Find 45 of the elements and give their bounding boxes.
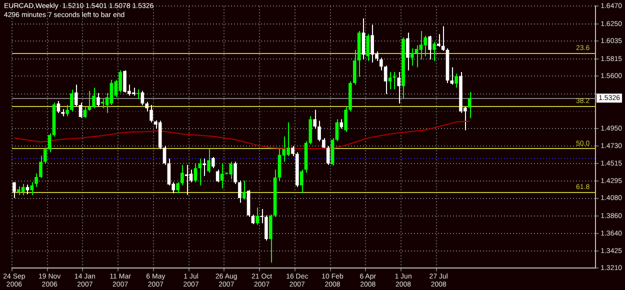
candlestick [150, 104, 153, 123]
candlestick [140, 90, 144, 106]
candlestick [450, 66, 454, 86]
candlestick [184, 164, 188, 196]
candlestick [212, 156, 215, 169]
candlestick [242, 180, 246, 200]
candlestick [207, 148, 210, 174]
candlestick [340, 118, 344, 130]
candlestick [441, 26, 445, 52]
candlestick [384, 65, 388, 95]
candlestick [194, 162, 198, 183]
candlestick [216, 169, 220, 183]
candlestick [56, 100, 60, 114]
candlestick [110, 79, 114, 106]
candlestick [96, 92, 100, 108]
candlestick [234, 161, 237, 184]
candlestick [397, 72, 401, 104]
candlestick [74, 84, 78, 108]
candlestick [366, 34, 370, 62]
candlestick [424, 35, 428, 57]
candlestick [362, 18, 366, 60]
candlestick [436, 34, 440, 48]
candlestick [136, 88, 140, 100]
candlestick [308, 116, 312, 145]
candlestick [454, 73, 458, 88]
candlestick [100, 98, 104, 109]
candlestick [12, 182, 16, 199]
candlestick [66, 104, 69, 117]
candlestick [388, 72, 392, 90]
candlestick [78, 102, 82, 118]
candlestick [70, 89, 74, 112]
candlestick [406, 32, 410, 71]
candlestick [229, 161, 233, 180]
candlestick [392, 72, 396, 90]
candlestick [202, 158, 206, 176]
candlestick [256, 207, 260, 226]
candlestick [198, 158, 202, 186]
candlestick [468, 92, 472, 119]
candlestick [238, 180, 242, 204]
candlestick [410, 48, 414, 66]
candlestick [21, 183, 25, 196]
candlestick [278, 147, 282, 182]
candlestick [92, 87, 96, 109]
candlestick [428, 35, 432, 60]
candlestick [432, 42, 436, 62]
